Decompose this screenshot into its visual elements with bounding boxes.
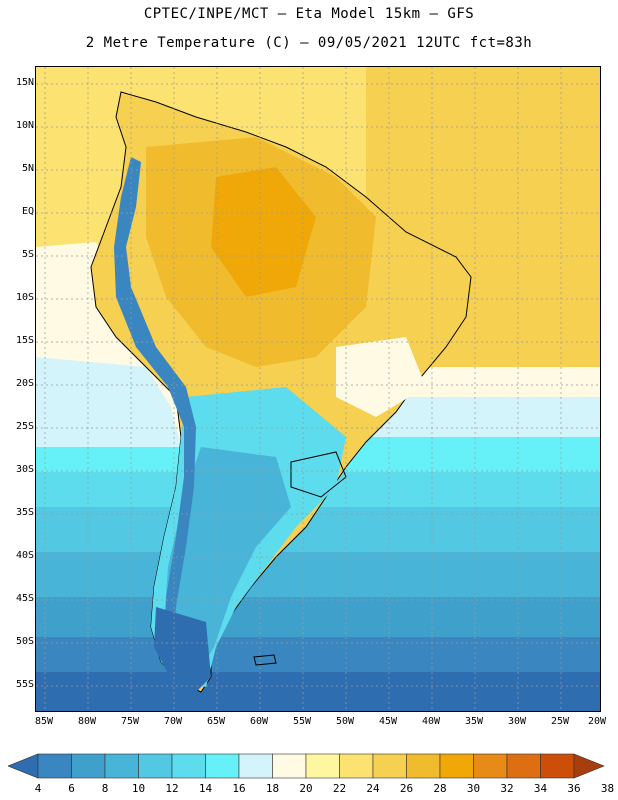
colorbar-cell <box>272 753 307 779</box>
colorbar-cell <box>171 753 206 779</box>
lat-label: 35S <box>15 507 34 518</box>
lon-label: 70W <box>163 716 183 727</box>
colorbar-tick-label: 14 <box>198 782 213 795</box>
colorbar-cell <box>71 753 106 779</box>
lat-label: 20S <box>15 378 34 389</box>
colorbar-cell <box>406 753 441 779</box>
colorbar-cell <box>205 753 240 779</box>
temperature-map <box>36 67 600 711</box>
lon-label: 50W <box>335 716 355 727</box>
lon-label: 25W <box>550 716 570 727</box>
lat-label: 25S <box>15 421 34 432</box>
lon-label: 55W <box>292 716 312 727</box>
colorbar-cell <box>305 753 340 779</box>
uruguay-outline <box>290 451 347 498</box>
lon-label: 80W <box>77 716 97 727</box>
colorbar-tick-label: 32 <box>500 782 514 795</box>
colorbar-cell <box>540 753 575 779</box>
andes-cold-strip <box>114 157 196 657</box>
lat-label: 15N <box>15 77 34 88</box>
lat-label: EQ <box>21 206 34 217</box>
lat-label: 5S <box>21 249 34 260</box>
colorbar-cell <box>573 753 605 779</box>
colorbar-tick-label: 6 <box>68 782 75 795</box>
lon-label: 30W <box>507 716 527 727</box>
lat-label: 55S <box>15 679 34 690</box>
lon-label: 65W <box>206 716 226 727</box>
lon-label: 60W <box>249 716 269 727</box>
lon-label: 45W <box>378 716 398 727</box>
colorbar <box>8 753 605 779</box>
colorbar-tick-label: 4 <box>34 782 42 795</box>
colorbar-cell <box>104 753 139 779</box>
colorbar-tick-label: 38 <box>600 782 615 795</box>
colorbar-tick-label: 18 <box>265 782 280 795</box>
colorbar-cell <box>439 753 474 779</box>
colorbar-cell <box>238 753 273 779</box>
ocean-band-10 <box>36 597 600 642</box>
colorbar-cell <box>37 753 72 779</box>
colorbar-tick-label: 36 <box>567 782 581 795</box>
lon-label: 40W <box>421 716 441 727</box>
colorbar-tick-label: 8 <box>101 782 109 795</box>
colorbar-cell <box>473 753 508 779</box>
colorbar-tick-label: 30 <box>466 782 481 795</box>
lat-label: 40S <box>15 550 34 561</box>
colorbar-cell <box>372 753 407 779</box>
lat-label: 5N <box>21 163 34 174</box>
colorbar-tick-label: 16 <box>232 782 246 795</box>
colorbar-tick-label: 34 <box>533 782 548 795</box>
colorbar-cell <box>138 753 173 779</box>
graticule <box>36 67 600 711</box>
ocean-band-12 <box>36 552 600 602</box>
lat-label: 10S <box>15 292 34 303</box>
colorbar-cell <box>506 753 541 779</box>
lon-label: 35W <box>464 716 484 727</box>
ocean-band-8 <box>36 637 600 677</box>
title-line-1: CPTEC/INPE/MCT – Eta Model 15km – GFS <box>143 6 475 22</box>
pacific-cool-tongue-2 <box>36 357 181 447</box>
land-hottest <box>211 167 316 297</box>
colorbar-tick-label: 12 <box>165 782 179 795</box>
lat-label: 10N <box>15 120 34 131</box>
lon-label: 20W <box>587 716 607 727</box>
ocean-band-6 <box>36 672 600 711</box>
colorbar-tick-label: 22 <box>332 782 347 795</box>
lon-label: 85W <box>34 716 54 727</box>
patagonia-cold <box>154 607 211 692</box>
land-cool-southeast <box>336 337 426 417</box>
colorbar-cell <box>8 753 39 779</box>
falkland-islands <box>253 654 277 666</box>
colorbar-tick-label: 26 <box>399 782 414 795</box>
title-line-2: 2 Metre Temperature (C) – 09/05/2021 12U… <box>85 35 533 51</box>
lat-label: 50S <box>15 636 34 647</box>
colorbar-cell <box>339 753 374 779</box>
map-panel[interactable] <box>35 66 601 712</box>
lat-label: 30S <box>15 464 34 475</box>
colorbar-tick-label: 10 <box>131 782 146 795</box>
colorbar-tick-label: 28 <box>433 782 447 795</box>
colorbar-tick-label: 24 <box>366 782 380 795</box>
ocean-band-14 <box>36 507 600 557</box>
lat-label: 15S <box>15 335 34 346</box>
lat-label: 45S <box>15 593 34 604</box>
colorbar-tick-label: 20 <box>299 782 313 795</box>
lon-label: 75W <box>120 716 140 727</box>
